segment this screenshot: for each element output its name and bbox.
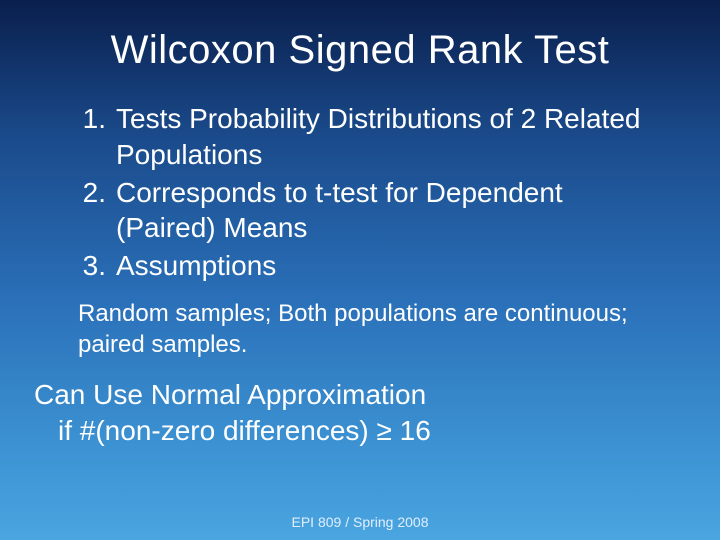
list-item: 3. Assumptions [64,248,670,284]
list-text: Tests Probability Distributions of 2 Rel… [116,101,670,173]
list-text: Corresponds to t-test for Dependent (Pai… [116,175,670,247]
list-number: 1. [64,101,116,173]
slide: Wilcoxon Signed Rank Test 1. Tests Proba… [0,0,720,540]
slide-footer: EPI 809 / Spring 2008 [0,514,720,530]
slide-title: Wilcoxon Signed Rank Test [0,0,720,101]
list-number: 2. [64,175,116,247]
list-item: 2. Corresponds to t-test for Dependent (… [64,175,670,247]
slide-body: 1. Tests Probability Distributions of 2 … [0,101,720,284]
normal-approx-line2: if #(non-zero differences) ≥ 16 [0,413,720,449]
normal-approx-line1: Can Use Normal Approximation [0,377,720,413]
list-number: 3. [64,248,116,284]
list-item: 1. Tests Probability Distributions of 2 … [64,101,670,173]
list-text: Assumptions [116,248,670,284]
sub-text: Random samples; Both populations are con… [0,298,720,360]
